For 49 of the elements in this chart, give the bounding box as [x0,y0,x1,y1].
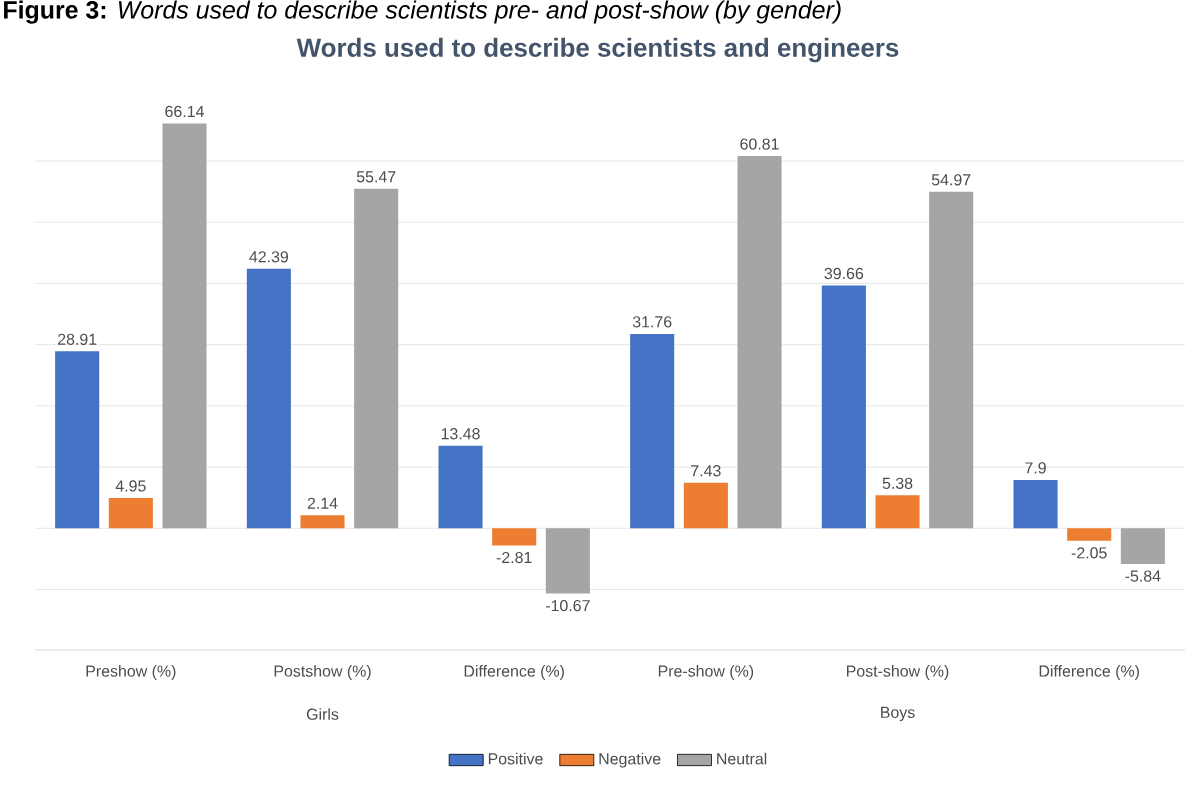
data-label: 28.91 [58,333,97,345]
bar [929,191,974,529]
bar [875,495,920,529]
text: Girls [306,708,339,720]
data-label: 42.39 [249,251,289,263]
bar [354,188,399,529]
data-label: 54.97 [931,174,971,186]
data-label: 60.81 [740,138,779,150]
bar [683,482,728,529]
bar [1067,528,1112,541]
bar [1013,479,1058,529]
bar [438,445,483,529]
bar [162,123,207,529]
bar [492,528,537,546]
bar [55,351,100,529]
legend-label: Neutral [717,752,767,765]
chart-title: Words used to describe scientists and engineers [296,37,899,63]
x-tick-label: Difference (%) [464,665,564,680]
x-tick-label: Pre-show (%) [658,665,754,680]
bar [300,515,345,529]
data-label: 31.76 [632,316,672,328]
legend-label: Positive [488,752,543,765]
x-tick-label: Postshow (%) [274,665,371,680]
text: Figure 3: Words used to describe scientists pre- and post-show (by gender) [4,0,841,24]
data-label: 7.43 [691,465,721,477]
data-label: 7.9 [1025,462,1046,474]
data-label: 5.38 [882,477,913,489]
data-label: 39.66 [824,267,864,280]
data-label: -2.81 [496,551,532,564]
bar [737,156,782,529]
data-label: 2.14 [307,497,338,509]
data-label: -2.05 [1071,547,1107,559]
data-label: 13.48 [441,428,480,440]
data-label: 55.47 [356,171,396,183]
text: Boys [881,706,915,722]
bar [630,333,675,529]
data-label: -10.67 [545,599,590,612]
data-label: 4.95 [115,480,146,492]
data-label: -5.84 [1125,570,1161,582]
bar [1120,528,1165,565]
data-label: 66.14 [165,105,204,118]
bar [545,528,590,594]
bar [821,285,866,529]
x-tick-label: Difference (%) [1039,665,1139,680]
x-tick-label: Post-show (%) [847,665,949,680]
bar [108,497,153,529]
legend-label: Negative [599,752,661,768]
bar [246,268,291,529]
x-tick-label: Preshow (%) [86,665,176,680]
